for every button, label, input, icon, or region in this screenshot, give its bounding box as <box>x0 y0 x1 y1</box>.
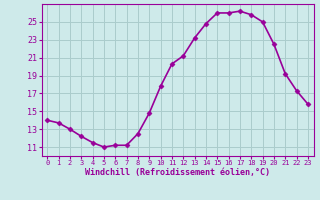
X-axis label: Windchill (Refroidissement éolien,°C): Windchill (Refroidissement éolien,°C) <box>85 168 270 177</box>
